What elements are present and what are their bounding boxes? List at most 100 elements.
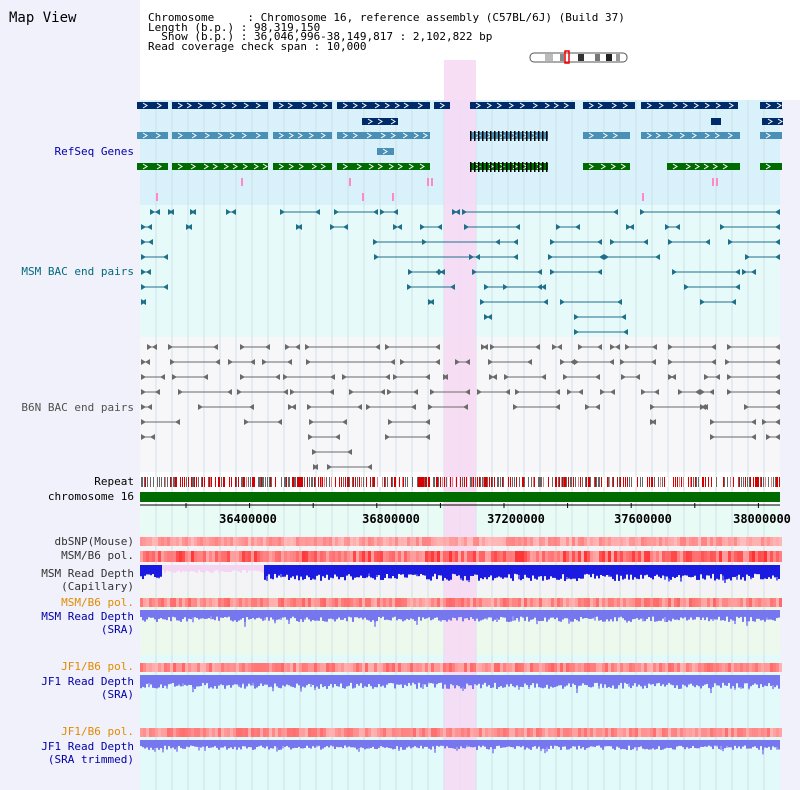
bac-end-right [715,374,720,380]
repeat-element [433,477,434,487]
depth-bar [246,610,248,618]
depth-bar-low [242,565,244,571]
heat-cell [326,663,329,672]
heat-cell [200,728,203,737]
depth-bar [402,740,404,750]
heat-cell [665,598,668,607]
depth-bar-spike [776,577,778,581]
gene-strand-arrow [508,102,514,109]
repeat-element [638,477,639,487]
depth-bar [744,675,746,684]
repeat-element [244,477,245,487]
depth-bar [238,740,240,748]
depth-bar [518,740,520,747]
gene-exon [641,102,738,109]
heat-cell [188,728,191,737]
heat-cell [239,551,242,562]
repeat-element [693,477,694,487]
heat-cell [620,728,623,737]
gene-strand-arrow [203,163,209,170]
bac-end-right [425,419,430,425]
heat-cell [524,551,527,562]
heat-cell [527,663,530,672]
depth-bar-spike [486,617,488,620]
depth-bar [164,675,166,686]
repeat-element [229,477,230,487]
gene-strand-arrow [320,132,326,139]
heat-cell [356,537,359,546]
bac-end-left [308,434,313,440]
heat-cell [626,537,629,546]
depth-bar [770,740,772,750]
heat-cell [758,551,761,562]
depth-bar [422,565,424,576]
bac-end-right [203,374,208,380]
heat-cell [605,598,608,607]
bac-end-right [675,224,680,230]
heat-cell [653,537,656,546]
repeat-element [609,477,610,487]
depth-bar [508,675,510,687]
depth-bar [554,610,556,620]
bac-end-right [775,359,780,365]
depth-bar [722,675,724,683]
gene-strand-arrow [320,163,326,170]
repeat-element [353,477,354,487]
repeat-element [153,477,154,487]
bac-end-right [775,224,780,230]
heat-cell [440,551,443,562]
repeat-element [694,477,695,487]
depth-bar-spike [722,575,724,581]
depth-bar [168,610,170,618]
gene-strand-arrow [397,163,403,170]
depth-bar-spike [374,621,376,627]
heat-cell [602,598,605,607]
heat-cell [491,663,494,672]
bac-end-right [613,209,618,215]
depth-bar [746,740,748,749]
heat-cell [536,728,539,737]
bac-end-right [775,254,780,260]
depth-bar [460,740,462,747]
depth-bar [288,740,290,748]
gene-strand-arrow [544,102,550,109]
depth-bar [292,565,294,577]
depth-bar [476,675,478,686]
gene-exon [377,148,394,155]
depth-bar [732,610,734,621]
depth-bar [432,740,434,747]
depth-bar [706,610,708,618]
bac-end-left [150,209,155,215]
repeat-element [492,477,493,487]
heat-cell [230,598,233,607]
depth-bar [276,610,278,620]
heat-cell [290,728,293,737]
heat-cell [530,728,533,737]
repeat-element [472,477,473,487]
bac-end-left [141,419,146,425]
depth-bar [658,675,660,683]
repeat-element [514,477,515,487]
heat-cell [773,663,776,672]
depth-bar [298,675,300,686]
repeat-element [738,477,739,487]
depth-bar [594,675,596,683]
heat-cell [761,537,764,546]
depth-bar [352,610,354,622]
depth-bar [162,610,164,620]
heat-cell [548,598,551,607]
depth-bar [152,610,154,618]
heat-cell [170,598,173,607]
depth-bar [490,565,492,576]
depth-bar [182,675,184,684]
repeat-element [484,477,485,487]
repeat-element [531,477,532,487]
depth-bar [326,740,328,747]
depth-bar [338,565,340,580]
repeat-element [187,477,188,487]
heat-cell [293,551,296,562]
heat-cell [458,728,461,737]
depth-bar [478,740,480,746]
depth-bar [240,610,242,620]
